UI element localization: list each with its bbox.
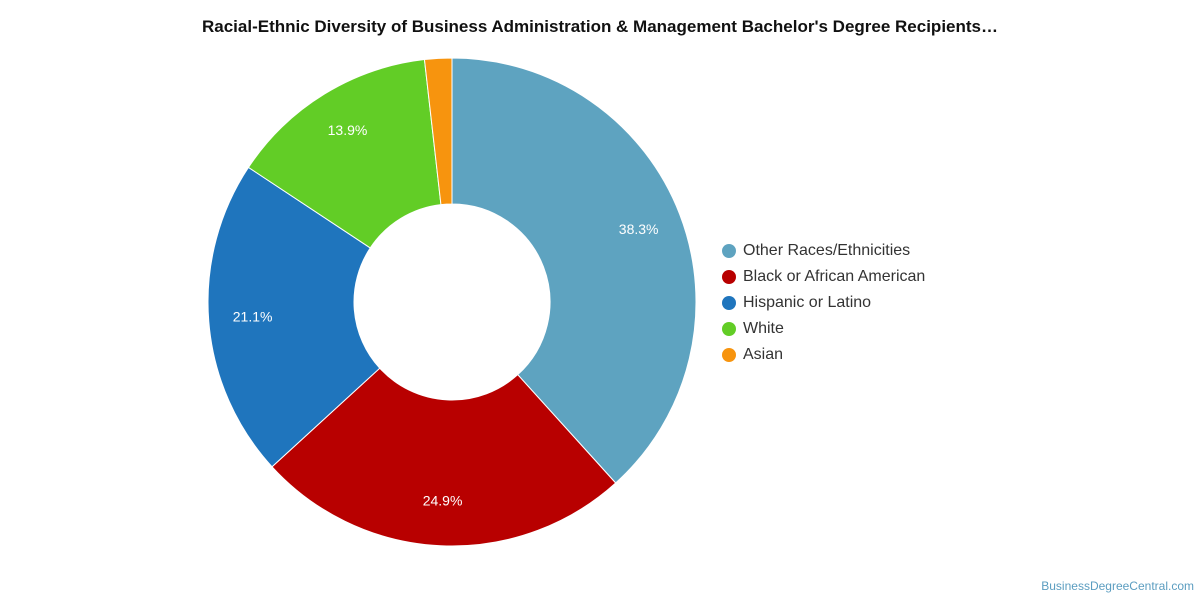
legend-item-other-races-ethnicities[interactable]: Other Races/Ethnicities: [722, 242, 910, 259]
legend-swatch: [722, 296, 736, 310]
legend-swatch: [722, 244, 736, 258]
slice-value-label: 24.9%: [423, 492, 463, 508]
slice-value-label: 13.9%: [328, 122, 368, 138]
legend-swatch: [722, 322, 736, 336]
slice-other-races-ethnicities[interactable]: [451, 57, 697, 484]
chart-title: Racial-Ethnic Diversity of Business Admi…: [201, 17, 998, 36]
slice-black-or-african-american[interactable]: [271, 367, 617, 547]
legend-label: White: [743, 320, 784, 337]
slice-value-label: 21.1%: [233, 308, 273, 324]
slice-value-label: 38.3%: [619, 221, 659, 237]
legend-label: Black or African American: [743, 268, 925, 285]
legend-label: Hispanic or Latino: [743, 294, 871, 311]
legend-item-white[interactable]: White: [722, 320, 784, 337]
legend-swatch: [722, 270, 736, 284]
slice-hispanic-or-latino[interactable]: [207, 166, 381, 468]
slice-asian[interactable]: [423, 57, 453, 206]
slice-white[interactable]: [247, 59, 442, 249]
legend: Other Races/Ethnicities Black or African …: [722, 242, 925, 363]
slices-layer: [207, 57, 697, 547]
legend-swatch: [722, 348, 736, 362]
legend-label: Other Races/Ethnicities: [743, 242, 910, 259]
legend-item-asian[interactable]: Asian: [722, 346, 783, 363]
legend-item-black-or-african-american[interactable]: Black or African American: [722, 268, 925, 285]
source-credit[interactable]: BusinessDegreeCentral.com: [1041, 579, 1194, 593]
legend-label: Asian: [743, 346, 783, 363]
legend-item-hispanic-or-latino[interactable]: Hispanic or Latino: [722, 294, 871, 311]
slice-labels-layer: 38.3% 24.9% 21.1% 13.9%: [233, 122, 659, 508]
